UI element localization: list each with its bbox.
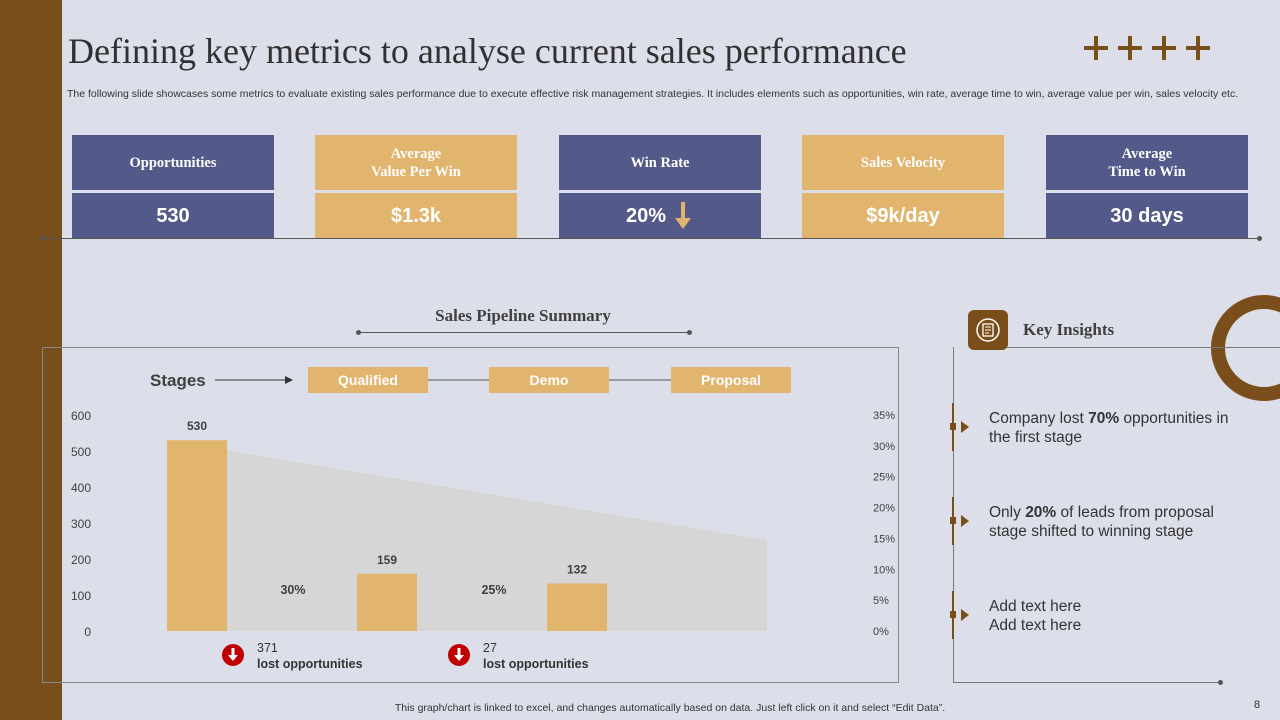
metric-label: Opportunities — [72, 135, 274, 190]
insights-icon — [968, 310, 1008, 350]
y-tick-label: 600 — [71, 409, 91, 423]
lost-count: 27 — [483, 641, 497, 655]
insight-marker-icon — [950, 497, 969, 545]
bar-value-label: 530 — [187, 419, 207, 433]
page-number: 8 — [1254, 699, 1261, 711]
arrow-shaft — [231, 648, 235, 657]
y-tick-label: 0 — [84, 625, 91, 639]
insights-title: Key Insights — [1023, 320, 1115, 339]
y2-tick-label: 25% — [873, 472, 895, 484]
line-endpoint — [1218, 680, 1223, 685]
y2-tick-label: 30% — [873, 441, 895, 453]
metric-card-win-rate: Win Rate 20% — [559, 135, 761, 239]
y-tick-label: 500 — [71, 445, 91, 459]
left-accent-bar — [0, 0, 62, 720]
metric-label: Win Rate — [559, 135, 761, 190]
y-tick-label: 200 — [71, 553, 91, 567]
metrics-baseline — [42, 238, 1260, 239]
lost-label: lost opportunities — [257, 657, 363, 671]
plus-icon — [1186, 36, 1210, 60]
arrow-shaft — [457, 648, 461, 657]
metric-value: 20% — [625, 204, 667, 227]
metric-label: Average Time to Win — [1046, 135, 1248, 190]
pipeline-title: Sales Pipeline Summary — [435, 306, 611, 325]
metric-value: $1.3k — [315, 193, 517, 239]
line-endpoint — [1257, 236, 1262, 241]
conversion-label: 30% — [280, 583, 305, 597]
pipeline-chart: Stages Qualified Demo Proposal 600 500 400 30… — [71, 367, 895, 671]
insight-item: Add text here Add text here — [989, 598, 1082, 634]
stage-box — [671, 367, 791, 393]
pipeline-title-underline — [358, 332, 690, 333]
bar-value-label: 159 — [377, 553, 397, 567]
line-endpoint — [687, 330, 692, 335]
lost-opportunities: 27 lost opportunities — [448, 641, 589, 671]
footer-note: This graph/chart is linked to excel, and… — [394, 702, 946, 714]
arrow-head-icon — [285, 376, 293, 384]
page-subtitle: The following slide showcases some metri… — [67, 88, 1239, 100]
metric-card-sales-velocity: Sales Velocity $9k/day — [802, 135, 1004, 239]
page-title: Defining key metrics to analyse current … — [68, 31, 907, 71]
line-endpoint — [356, 330, 361, 335]
insight-marker-icon — [950, 591, 969, 639]
stage-box — [489, 367, 609, 393]
decorative-ring — [1211, 295, 1280, 401]
down-arrow-icon — [675, 202, 692, 229]
trend-area — [227, 450, 767, 631]
stage-label: Qualified — [338, 372, 398, 388]
lost-label: lost opportunities — [483, 657, 589, 671]
metric-value: 30 days — [1046, 193, 1248, 239]
insight-item: Company lost 70% opportunities in the fi… — [989, 410, 1229, 446]
y2-tick-label: 35% — [873, 410, 895, 422]
stages-label: Stages — [150, 371, 206, 390]
stage-box — [308, 367, 428, 393]
y2-tick-label: 10% — [873, 564, 895, 576]
stage-label: Demo — [530, 372, 569, 388]
insights-frame — [1006, 347, 1280, 348]
y2-tick-label: 15% — [873, 533, 895, 545]
insight-marker-icon — [950, 403, 969, 451]
arrow-head — [454, 655, 464, 661]
metric-value-row: 20% — [559, 193, 761, 239]
stage-label: Proposal — [701, 372, 761, 388]
y2-tick-label: 0% — [873, 626, 889, 638]
y-tick-label: 400 — [71, 481, 91, 495]
bar — [167, 440, 227, 631]
insights-frame — [953, 682, 1221, 683]
y2-tick-label: 5% — [873, 595, 889, 607]
metric-value: $9k/day — [802, 193, 1004, 239]
metric-label: Sales Velocity — [802, 135, 1004, 190]
plus-icon — [1084, 36, 1108, 60]
metric-value: 530 — [72, 193, 274, 239]
plus-icon — [1152, 36, 1176, 60]
document-icon — [976, 318, 1000, 342]
metric-card-average-value-per-win: Average Value Per Win $1.3k — [315, 135, 517, 239]
line-endpoint — [40, 236, 45, 241]
metric-label: Average Value Per Win — [315, 135, 517, 190]
bar-value-label: 132 — [567, 562, 587, 576]
y-tick-label: 100 — [71, 589, 91, 603]
metric-card-average-time-to-win: Average Time to Win 30 days — [1046, 135, 1248, 239]
metric-card-opportunities: Opportunities 530 — [72, 135, 274, 239]
y2-tick-label: 20% — [873, 503, 895, 515]
lost-count: 371 — [257, 641, 278, 655]
lost-opportunities: 371 lost opportunities — [222, 641, 363, 671]
y-tick-label: 300 — [71, 517, 91, 531]
conversion-label: 25% — [481, 583, 506, 597]
bar — [547, 583, 607, 631]
insight-item: Only 20% of leads from proposal stage sh… — [989, 504, 1214, 540]
arrow-head — [228, 655, 238, 661]
pipeline-chart-frame: Stages Qualified Demo Proposal 600 500 400 30… — [42, 347, 899, 683]
plus-icon — [1118, 36, 1142, 60]
decorative-plus-icons — [1084, 36, 1210, 60]
bar — [357, 573, 417, 631]
